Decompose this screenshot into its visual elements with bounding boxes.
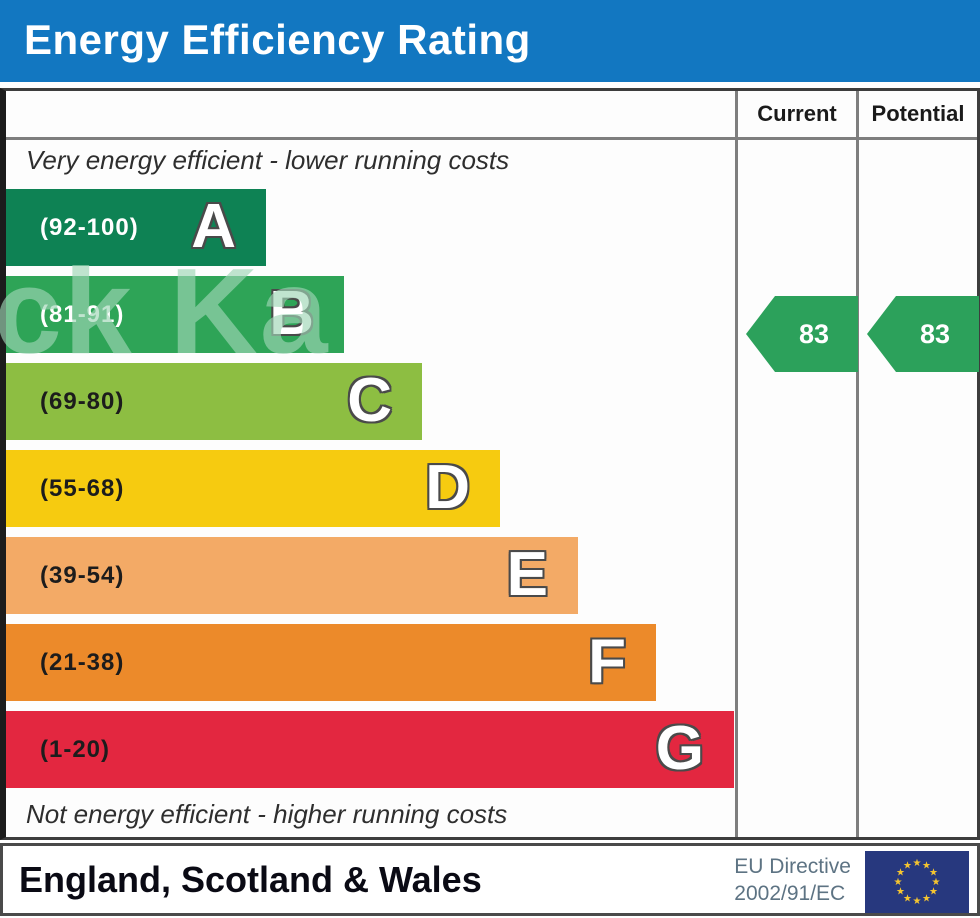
svg-text:★: ★: [929, 887, 938, 898]
band-row-e: (39-54) E: [6, 537, 578, 614]
potential-rating-arrow: 83: [867, 296, 979, 372]
band-row-g: (1-20) G: [6, 711, 734, 788]
svg-text:★: ★: [932, 877, 941, 888]
band-letter-f: F: [588, 626, 626, 696]
column-header-current: Current: [757, 101, 837, 126]
current-rating-arrow: 83: [746, 296, 858, 372]
band-letter-d: D: [425, 452, 470, 522]
svg-text:★: ★: [913, 896, 922, 907]
band-letter-e: E: [506, 539, 548, 609]
band-row-b: (81-91) B: [6, 276, 344, 353]
title-bar: Energy Efficiency Rating: [0, 0, 980, 82]
svg-text:★: ★: [922, 861, 931, 872]
current-rating-value: 83: [799, 319, 829, 349]
scale-note-bottom: Not energy efficient - higher running co…: [26, 799, 508, 829]
eu-flag-field: [865, 851, 969, 913]
eu-directive-line2: 2002/91/EC: [734, 881, 846, 905]
band-letter-b: B: [269, 278, 314, 348]
potential-rating-value: 83: [920, 319, 950, 349]
band-range-f: (21-38): [40, 648, 125, 676]
band-row-d: (55-68) D: [6, 450, 500, 527]
scale-note-top: Very energy efficient - lower running co…: [26, 145, 510, 175]
svg-text:★: ★: [922, 894, 931, 905]
eu-flag-stars: ★ ★ ★★ ★★ ★★ ★★ ★★: [894, 858, 941, 907]
band-letter-c: C: [347, 365, 392, 435]
svg-text:★: ★: [903, 861, 912, 872]
page-title: Energy Efficiency Rating: [24, 16, 531, 63]
svg-text:★: ★: [913, 858, 922, 869]
band-range-a: (92-100): [40, 213, 139, 241]
eu-directive-line1: EU Directive: [734, 854, 851, 878]
band-row-c: (69-80) C: [6, 363, 422, 440]
eu-flag-icon: ★ ★ ★★ ★★ ★★ ★★ ★★: [865, 851, 969, 913]
svg-text:★: ★: [896, 868, 905, 879]
rating-chart: Current Potential Very energy efficient …: [0, 88, 980, 840]
header-divider: [6, 137, 977, 140]
column-divider-current: [735, 91, 738, 837]
region-label: England, Scotland & Wales: [19, 858, 482, 900]
band-row-f: (21-38) F: [6, 624, 656, 701]
footer-bar: England, Scotland & Wales EU Directive 2…: [0, 843, 980, 916]
band-letter-a: A: [191, 191, 236, 261]
band-letter-g: G: [655, 713, 704, 783]
potential-arrow-shape: [867, 296, 979, 372]
column-divider-potential: [856, 91, 859, 837]
eu-directive-label: EU Directive 2002/91/EC: [734, 853, 851, 907]
current-arrow-shape: [746, 296, 858, 372]
column-header-potential: Potential: [871, 101, 965, 126]
band-range-g: (1-20): [40, 735, 111, 763]
band-range-d: (55-68): [40, 474, 125, 502]
band-range-e: (39-54): [40, 561, 125, 589]
band-row-a: (92-100) A: [6, 189, 266, 266]
svg-text:★: ★: [929, 868, 938, 879]
band-range-c: (69-80): [40, 387, 125, 415]
svg-text:★: ★: [894, 877, 903, 888]
band-range-b: (81-91): [40, 300, 125, 328]
svg-text:★: ★: [903, 894, 912, 905]
svg-text:★: ★: [896, 887, 905, 898]
